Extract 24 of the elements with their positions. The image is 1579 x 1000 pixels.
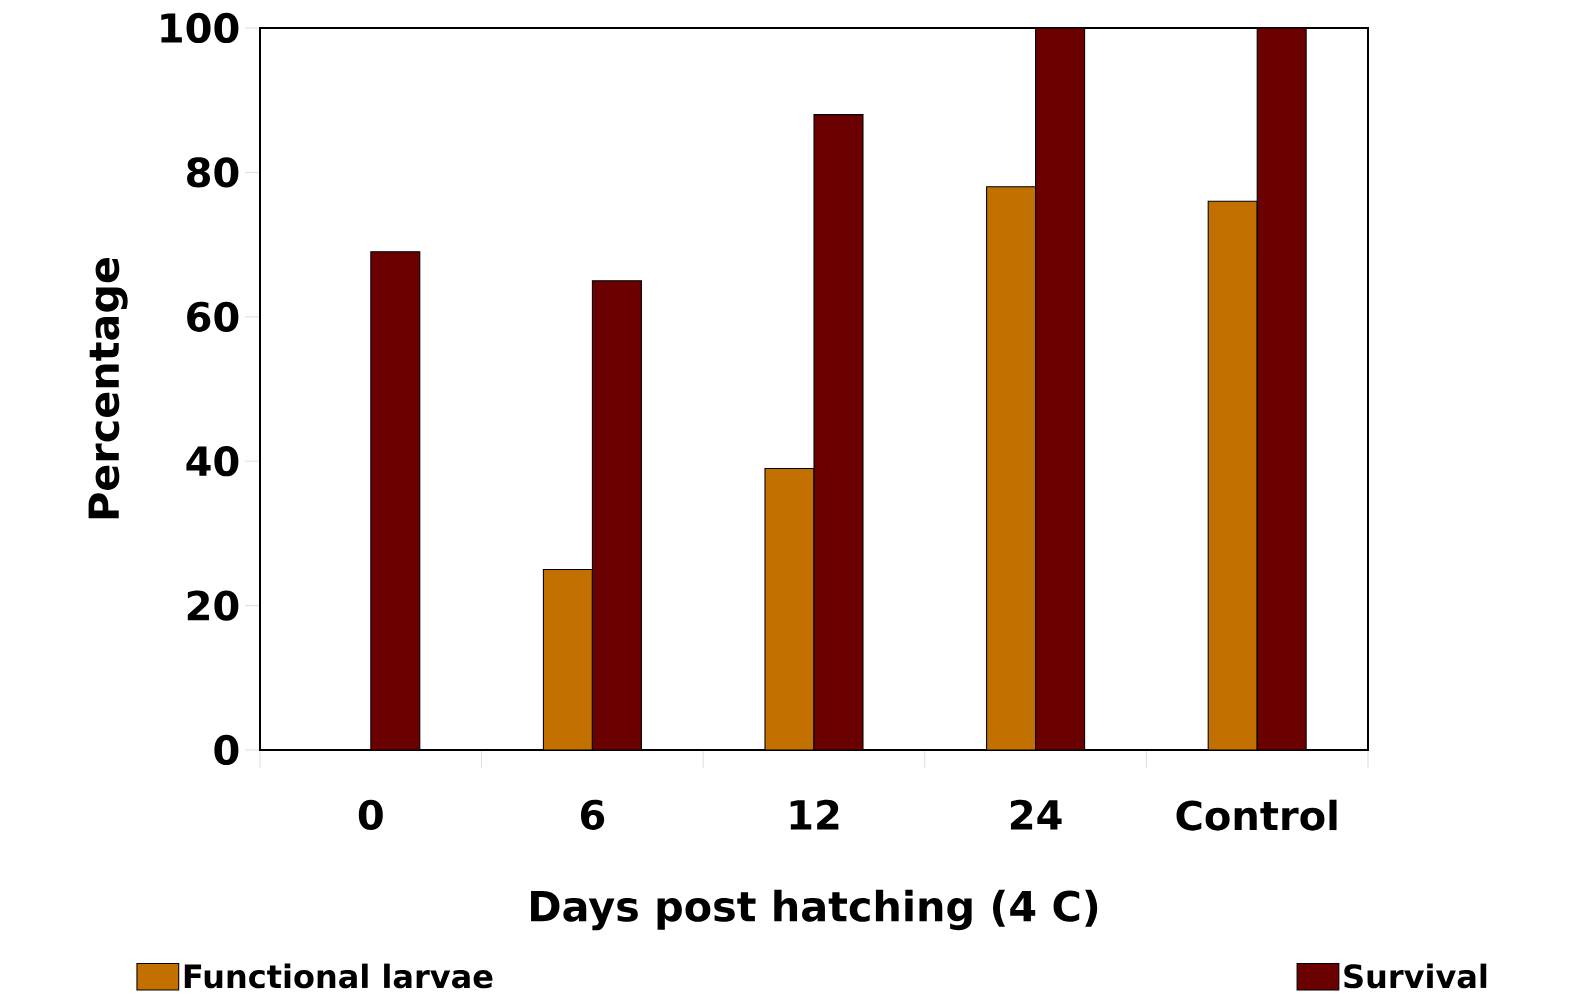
bar <box>1256 27 1307 750</box>
bar <box>764 467 815 750</box>
y-tick-label: 40 <box>186 446 239 477</box>
y-tick-label: 0 <box>214 734 239 766</box>
bar <box>591 280 642 750</box>
bar <box>986 186 1037 750</box>
bar <box>813 114 864 750</box>
y-tick-label: 80 <box>187 157 239 188</box>
legend-label: Survival <box>1344 963 1487 989</box>
x-axis-title: Days post hatching (4 C) <box>531 889 1098 931</box>
x-tick-label: 12 <box>790 799 839 830</box>
x-tick-label: Control <box>1176 799 1337 831</box>
legend-label: Functional larvae <box>184 963 493 989</box>
bar <box>1035 27 1086 750</box>
x-tick-label: 24 <box>1010 799 1062 830</box>
y-tick-label: 20 <box>187 590 239 621</box>
y-axis-title: Percentage <box>88 258 128 519</box>
x-tick-label: 6 <box>580 799 605 830</box>
x-tick-label: 0 <box>358 799 383 830</box>
bar <box>542 568 593 750</box>
bar <box>1207 200 1258 750</box>
bar <box>370 251 421 750</box>
y-tick-label: 60 <box>187 301 239 332</box>
y-tick-label: 100 <box>161 12 239 44</box>
